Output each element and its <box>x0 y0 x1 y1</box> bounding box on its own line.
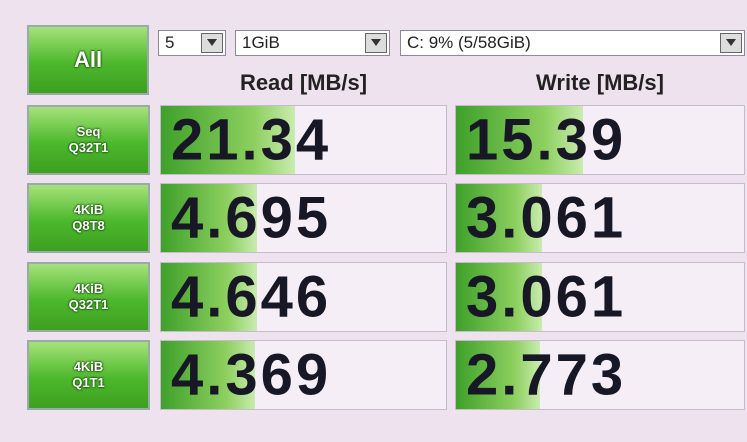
read-value: 4.369 <box>171 342 331 409</box>
write-header: Write [MB/s] <box>455 70 745 96</box>
read-value: 21.34 <box>171 107 331 174</box>
read-header: Read [MB/s] <box>160 70 447 96</box>
all-button-label: All <box>29 47 147 73</box>
test-label: 4KiB <box>29 359 148 375</box>
test-label: 4KiB <box>29 281 148 297</box>
write-value: 3.061 <box>466 264 626 331</box>
size-value: 1GiB <box>242 33 280 52</box>
drive-select[interactable]: C: 9% (5/58GiB) <box>400 30 745 56</box>
read-cell: 4.646 <box>160 262 447 332</box>
test-label: 4KiB <box>29 202 148 218</box>
write-value: 3.061 <box>466 185 626 252</box>
count-select[interactable]: 5 <box>158 30 226 56</box>
test-label: Q8T8 <box>29 218 148 234</box>
read-value: 4.646 <box>171 264 331 331</box>
read-cell: 4.369 <box>160 340 447 410</box>
read-cell: 4.695 <box>160 183 447 253</box>
test-label: Seq <box>29 124 148 140</box>
write-value: 2.773 <box>466 342 626 409</box>
test-label: Q32T1 <box>29 140 148 156</box>
size-select[interactable]: 1GiB <box>235 30 390 56</box>
test-label: Q32T1 <box>29 297 148 313</box>
read-cell: 21.34 <box>160 105 447 175</box>
test-label: Q1T1 <box>29 375 148 391</box>
read-value: 4.695 <box>171 185 331 252</box>
write-cell: 2.773 <box>455 340 745 410</box>
write-cell: 3.061 <box>455 262 745 332</box>
write-cell: 15.39 <box>455 105 745 175</box>
drive-value: C: 9% (5/58GiB) <box>407 33 531 52</box>
all-button[interactable]: All <box>27 25 149 95</box>
crystal-disk-mark-window: 5 1GiB C: 9% (5/58GiB) All Read [MB/s] W… <box>0 0 747 442</box>
write-value: 15.39 <box>466 107 626 174</box>
write-cell: 3.061 <box>455 183 745 253</box>
count-value: 5 <box>165 33 174 52</box>
